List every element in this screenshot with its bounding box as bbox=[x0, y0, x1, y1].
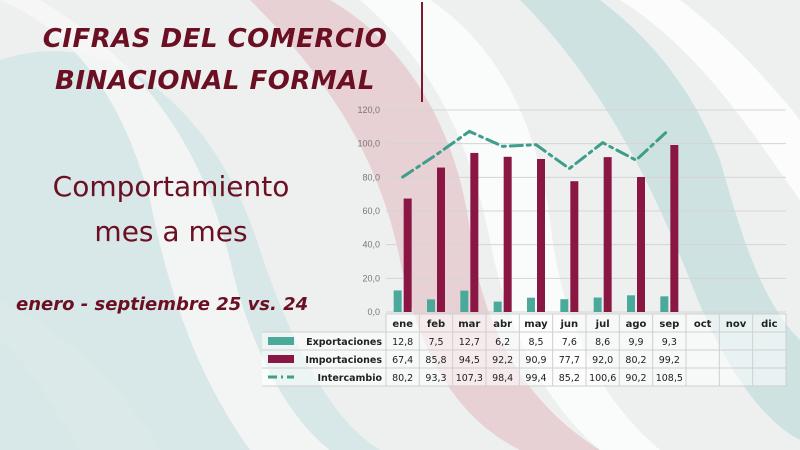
data-label: 99,4 bbox=[525, 373, 546, 384]
data-label: 92,0 bbox=[592, 355, 613, 366]
y-axis-ticks: 0,0 20,0 40,0 60,0 80,0 100,0 120,0 bbox=[357, 105, 380, 317]
data-label: 93,3 bbox=[425, 373, 446, 384]
bar-importaciones bbox=[503, 156, 512, 312]
bar-exportaciones bbox=[493, 301, 502, 312]
data-table: ene feb mar abr may jun jul ago sep oct nov dic Expo… bbox=[262, 313, 787, 387]
data-label: 80,2 bbox=[392, 373, 413, 384]
y-tick-label: 60,0 bbox=[362, 206, 380, 216]
x-tick-label: oct bbox=[694, 319, 712, 330]
x-tick-label: dic bbox=[761, 319, 778, 330]
data-label: 77,7 bbox=[559, 355, 580, 366]
data-label: 85,2 bbox=[559, 373, 580, 384]
data-label: 7,5 bbox=[428, 337, 443, 348]
page-title-line2: BINACIONAL FORMAL bbox=[55, 66, 375, 96]
y-tick-label: 20,0 bbox=[362, 273, 380, 283]
y-tick-label: 0,0 bbox=[367, 307, 380, 317]
legend-label: Importaciones bbox=[305, 355, 382, 366]
intercambio-line bbox=[401, 127, 671, 179]
bar-importaciones bbox=[437, 167, 445, 312]
subtitle-line1: Comportamiento bbox=[52, 170, 290, 203]
legend-label: Intercambio bbox=[318, 373, 383, 384]
x-tick-label: nov bbox=[726, 319, 747, 330]
x-tick-label: sep bbox=[659, 319, 679, 330]
x-tick-label: jul bbox=[595, 319, 610, 330]
bar-exportaciones bbox=[627, 295, 635, 312]
chart-grid bbox=[386, 109, 786, 313]
x-tick-label: ene bbox=[392, 319, 413, 330]
bar-exportaciones bbox=[460, 290, 469, 312]
y-tick-label: 100,0 bbox=[357, 139, 380, 149]
bar-importaciones bbox=[637, 176, 645, 312]
y-tick-label: 80,0 bbox=[362, 172, 380, 182]
y-tick-label: 120,0 bbox=[357, 105, 380, 115]
data-label: 98,4 bbox=[492, 373, 513, 384]
bar-exportaciones bbox=[593, 297, 602, 312]
legend-label: Exportaciones bbox=[306, 337, 382, 348]
x-tick-label: mar bbox=[458, 319, 480, 330]
page-title-line1: CIFRAS DEL COMERCIO bbox=[42, 24, 388, 54]
legend-key-exportaciones bbox=[268, 337, 294, 345]
data-label: 12,7 bbox=[459, 337, 480, 348]
x-tick-label: jun bbox=[559, 319, 578, 330]
bar-exportaciones bbox=[427, 299, 435, 312]
bar-importaciones bbox=[570, 181, 579, 312]
bar-importaciones bbox=[403, 198, 412, 312]
x-tick-label: ago bbox=[626, 319, 647, 330]
bar-exportaciones bbox=[527, 297, 535, 312]
data-label: 90,2 bbox=[625, 373, 646, 384]
data-label: 80,2 bbox=[625, 355, 646, 366]
title-divider bbox=[421, 2, 423, 102]
data-label: 7,6 bbox=[562, 337, 577, 348]
bar-importaciones bbox=[470, 152, 479, 312]
data-label: 8,6 bbox=[595, 337, 610, 348]
intercambio-series-line bbox=[401, 127, 671, 179]
x-tick-label: feb bbox=[427, 319, 445, 330]
data-label: 9,3 bbox=[662, 337, 677, 348]
data-label: 94,5 bbox=[459, 355, 480, 366]
data-label: 100,6 bbox=[589, 373, 616, 384]
legend-key-importaciones bbox=[268, 355, 294, 363]
data-label: 12,8 bbox=[392, 337, 413, 348]
bar-importaciones bbox=[603, 157, 612, 312]
data-label: 92,2 bbox=[492, 355, 513, 366]
period-label: enero - septiembre 25 vs. 24 bbox=[16, 294, 309, 315]
bar-exportaciones bbox=[660, 296, 669, 312]
data-label: 85,8 bbox=[425, 355, 446, 366]
chart-bars bbox=[393, 145, 679, 312]
bar-importaciones bbox=[670, 145, 679, 312]
data-label: 107,3 bbox=[456, 373, 483, 384]
data-label: 90,9 bbox=[525, 355, 546, 366]
subtitle-line2: mes a mes bbox=[94, 215, 248, 248]
y-tick-label: 40,0 bbox=[362, 240, 380, 250]
x-tick-label: may bbox=[524, 319, 548, 330]
bar-exportaciones bbox=[393, 290, 402, 312]
bar-importaciones bbox=[537, 158, 545, 312]
data-label: 9,9 bbox=[628, 337, 643, 348]
data-label: 6,2 bbox=[495, 337, 510, 348]
data-label: 108,5 bbox=[656, 373, 683, 384]
x-tick-label: abr bbox=[493, 319, 512, 330]
bar-exportaciones bbox=[560, 299, 569, 312]
data-label: 99,2 bbox=[659, 355, 680, 366]
data-label: 8,5 bbox=[528, 337, 543, 348]
data-label: 67,4 bbox=[392, 355, 413, 366]
